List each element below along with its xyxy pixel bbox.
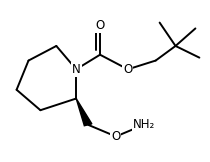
Text: O: O [111,130,121,143]
Polygon shape [76,98,92,126]
Text: O: O [123,63,133,76]
Text: N: N [72,63,81,76]
Text: NH₂: NH₂ [133,118,155,131]
Text: O: O [95,19,105,32]
